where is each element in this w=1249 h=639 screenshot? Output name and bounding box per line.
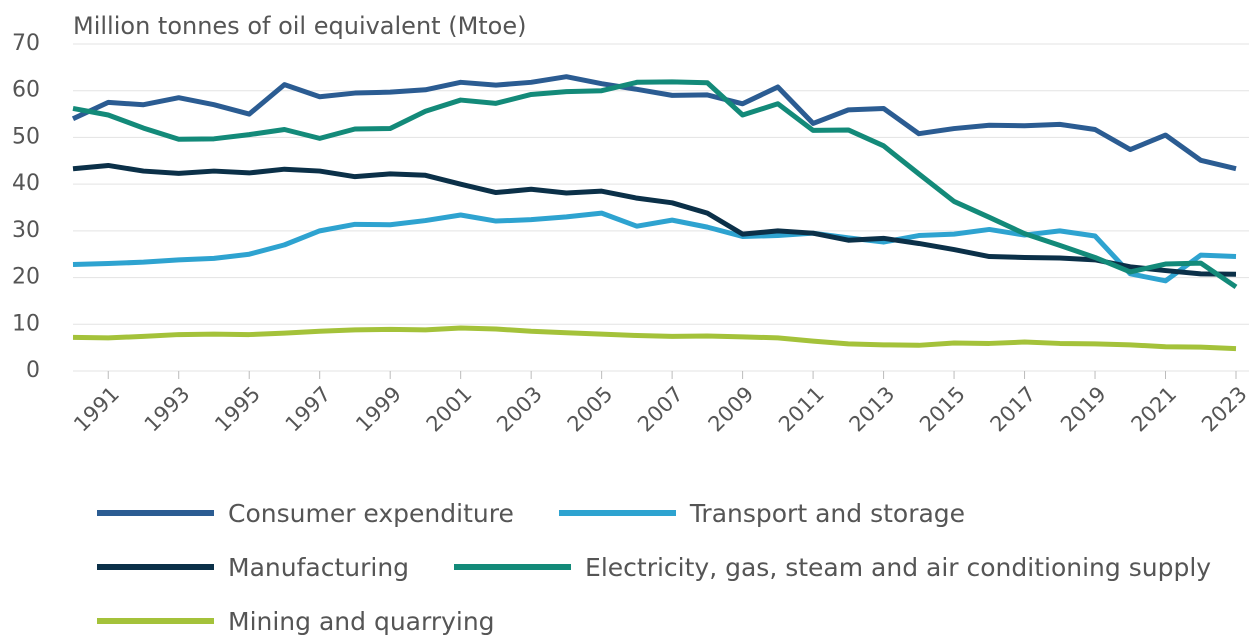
x-tick-label: 2013 [845, 382, 900, 437]
y-tick-label: 10 [12, 311, 40, 336]
y-tick-label: 50 [12, 124, 40, 149]
y-tick-label: 20 [12, 265, 40, 290]
legend-swatch [454, 564, 572, 570]
x-tick-label: 1993 [140, 382, 195, 437]
x-tick-label: 2011 [774, 382, 829, 437]
legend-label: Transport and storage [689, 498, 966, 528]
series-line [72, 325, 1237, 352]
y-axis-title: Million tonnes of oil equivalent (Mtoe) [73, 12, 527, 40]
chart: Million tonnes of oil equivalent (Mtoe) … [12, 12, 1249, 437]
legend-swatch [97, 618, 214, 624]
legend-item: Consumer expenditure [97, 496, 514, 530]
legend-item: Manufacturing [97, 550, 409, 584]
y-tick-label: 70 [12, 31, 40, 56]
y-tick-label: 0 [26, 358, 40, 383]
legend-swatch [97, 510, 214, 516]
y-tick-label: 30 [12, 218, 40, 243]
series-line [72, 79, 1238, 289]
legend: Consumer expenditure Transport and storag… [97, 496, 1217, 638]
x-tick-label: 1991 [69, 382, 124, 437]
x-tick-label: 2007 [633, 382, 688, 437]
y-tick-label: 40 [12, 171, 40, 196]
series-line [72, 162, 1237, 277]
legend-label: Manufacturing [228, 552, 410, 582]
x-tick-label: 2005 [563, 382, 618, 437]
x-tick-label: 2021 [1127, 382, 1182, 437]
x-tick-label: 1995 [210, 382, 265, 437]
series-line [71, 74, 1237, 172]
legend-label: Consumer expenditure [228, 498, 514, 528]
x-tick-label: 2023 [1197, 382, 1249, 437]
legend-item: Mining and quarrying [97, 604, 495, 638]
x-tick-label: 2003 [492, 382, 547, 437]
legend-swatch [97, 564, 214, 570]
legend-item: Transport and storage [558, 496, 966, 530]
x-tick-label: 1999 [351, 382, 406, 437]
legend-item: Electricity, gas, steam and air conditio… [454, 550, 1211, 584]
x-tick-label: 2001 [422, 382, 477, 437]
x-tick-label: 2019 [1056, 382, 1111, 437]
legend-swatch [558, 510, 676, 516]
x-tick-label: 2009 [704, 382, 759, 437]
series-line [72, 210, 1237, 284]
y-tick-label: 60 [12, 78, 40, 103]
legend-label: Electricity, gas, steam and air conditio… [585, 552, 1212, 582]
x-tick-label: 2017 [986, 382, 1041, 437]
x-tick-label: 2015 [915, 382, 970, 437]
x-tick-label: 1997 [281, 382, 336, 437]
legend-label: Mining and quarrying [228, 606, 495, 636]
